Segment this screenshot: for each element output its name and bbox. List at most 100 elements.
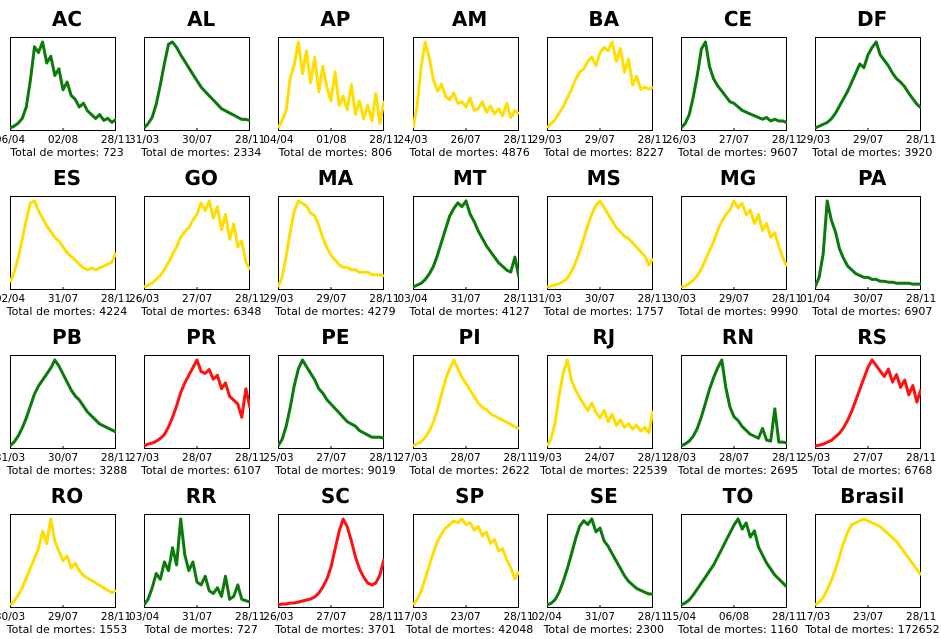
total-label: Total de mortes: <box>409 146 499 159</box>
line-chart-svg <box>10 196 116 290</box>
chart-panel: SP 17/03 23/07 28/11 Total de mortes: 42048 <box>397 477 537 636</box>
plot-area <box>815 196 922 290</box>
chart-title: RN <box>721 325 755 349</box>
total-deaths-text: Total de mortes: 727 <box>134 623 268 636</box>
plot-area <box>144 196 251 290</box>
x-tick-label: 27/07 <box>718 134 750 146</box>
series-line <box>815 40 922 130</box>
x-tick-label: 28/07 <box>182 452 213 464</box>
x-tick-label: 28/11 <box>100 134 132 146</box>
line-chart-svg <box>546 196 653 290</box>
x-tick-label: 28/11 <box>503 611 534 623</box>
chart-title: PA <box>858 166 887 190</box>
x-tick-label: 30/07 <box>47 452 79 464</box>
total-label: Total de mortes: <box>540 464 629 477</box>
chart-panel: TO 15/04 06/08 28/11 Total de mortes: 1160 <box>666 477 805 636</box>
x-tick-label: 03/04 <box>397 293 428 305</box>
x-tick-label: 29/03 <box>263 293 294 305</box>
line-chart-svg <box>144 355 251 449</box>
total-value: 806 <box>371 146 393 159</box>
total-deaths-text: Total de mortes: 2695 <box>671 464 805 477</box>
total-value: 3701 <box>367 623 396 636</box>
series-line <box>10 40 116 130</box>
axes-frame <box>546 196 653 290</box>
series-line <box>681 358 787 448</box>
total-value: 9990 <box>770 305 799 318</box>
axes-frame <box>681 37 787 131</box>
series-line <box>815 517 922 607</box>
line-chart-svg <box>681 514 787 608</box>
x-tick-label: 01/08 <box>316 134 347 146</box>
line-chart-svg <box>412 514 519 608</box>
total-label: Total de mortes: <box>543 623 633 636</box>
x-tick-label: 25/03 <box>263 452 294 464</box>
line-chart-svg <box>681 355 787 449</box>
chart-title: AM <box>451 7 488 31</box>
total-value: 3920 <box>904 146 933 159</box>
total-deaths-text: Total de mortes: 1553 <box>0 623 134 636</box>
plot-area <box>412 355 519 449</box>
x-tick-label: 28/11 <box>503 293 534 305</box>
x-tick-label: 17/03 <box>800 611 831 623</box>
series-line <box>412 358 519 448</box>
total-value: 1757 <box>636 305 664 318</box>
chart-title: MG <box>719 166 757 190</box>
x-tick-label: 28/11 <box>503 134 534 146</box>
line-chart-svg <box>815 196 922 290</box>
line-chart-svg <box>278 514 385 608</box>
total-deaths-text: Total de mortes: 4127 <box>403 305 537 318</box>
plot-area <box>278 514 385 608</box>
x-tick-label: 15/04 <box>665 611 697 623</box>
x-tick-label: 26/03 <box>665 134 697 146</box>
chart-title: AL <box>187 7 216 31</box>
total-label: Total de mortes: <box>6 305 96 318</box>
line-chart-svg <box>412 196 519 290</box>
chart-title: ES <box>52 166 82 190</box>
total-value: 727 <box>236 623 258 636</box>
series-line <box>10 358 116 448</box>
series-line <box>546 358 653 447</box>
line-chart-svg <box>278 196 385 290</box>
total-deaths-text: Total de mortes: 9607 <box>671 146 805 159</box>
total-deaths-text: Total de mortes: 3920 <box>805 146 939 159</box>
x-tick-label: 26/07 <box>450 134 481 146</box>
chart-title: PB <box>52 325 82 349</box>
chart-panel: MG 30/03 29/07 28/11 Total de mortes: 9990 <box>666 159 805 318</box>
total-deaths-text: Total de mortes: 6107 <box>134 464 268 477</box>
series-line <box>681 40 787 130</box>
total-deaths-text: Total de mortes: 3288 <box>0 464 134 477</box>
x-tick-label: 30/07 <box>853 293 884 305</box>
chart-panel: RJ 19/03 24/07 28/11 Total de mortes: 22539 <box>532 318 671 477</box>
total-deaths-text: Total de mortes: 9990 <box>671 305 805 318</box>
axes-frame <box>815 514 922 608</box>
total-label: Total de mortes: <box>405 623 495 636</box>
plot-area <box>412 196 519 290</box>
total-value: 172652 <box>897 623 940 636</box>
x-tick-label: 29/03 <box>800 134 831 146</box>
series-line <box>412 199 519 289</box>
total-deaths-text: Total de mortes: 723 <box>0 146 134 159</box>
series-line <box>681 199 787 289</box>
total-value: 8227 <box>636 146 664 159</box>
total-label: Total de mortes: <box>275 623 365 636</box>
total-deaths-text: Total de mortes: 2622 <box>403 464 537 477</box>
total-deaths-text: Total de mortes: 6907 <box>805 305 939 318</box>
x-tick-label: 27/07 <box>853 452 884 464</box>
total-deaths-text: Total de mortes: 806 <box>268 146 402 159</box>
series-line <box>278 358 385 447</box>
x-tick-label: 28/07 <box>450 452 481 464</box>
chart-panel: AL 31/03 30/07 28/11 Total de mortes: 2334 <box>129 0 268 159</box>
total-deaths-text: Total de mortes: 42048 <box>403 623 537 636</box>
x-tick-label: 02/04 <box>0 293 26 305</box>
total-label: Total de mortes: <box>811 305 901 318</box>
x-tick-label: 30/07 <box>584 293 615 305</box>
chart-title: GO <box>184 166 218 190</box>
total-value: 9019 <box>367 464 396 477</box>
plot-area <box>681 355 787 449</box>
x-tick-label: 23/07 <box>450 611 481 623</box>
line-chart-svg <box>546 514 653 608</box>
line-chart-svg <box>10 37 116 131</box>
chart-title: Brasil <box>840 484 905 508</box>
chart-panel: RN 28/03 28/07 28/11 Total de mortes: 2695 <box>666 318 805 477</box>
